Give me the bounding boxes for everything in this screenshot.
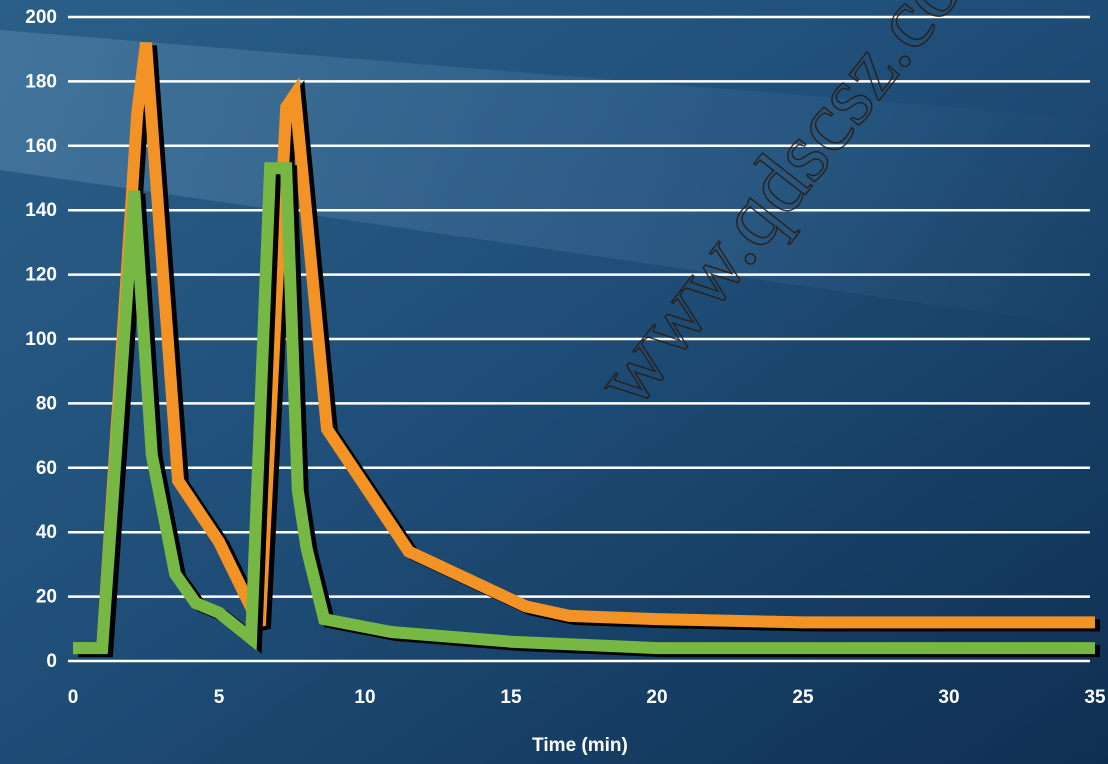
x-axis-label: Time (min): [532, 735, 628, 756]
x-tick-label: 35: [1084, 687, 1106, 708]
y-tick-label: 20: [36, 587, 57, 608]
x-tick-label: 0: [68, 687, 79, 708]
x-tick-label: 30: [938, 687, 959, 708]
y-tick-label: 40: [36, 522, 57, 543]
y-tick-label: 140: [25, 200, 57, 221]
x-tick-label: 10: [354, 687, 375, 708]
y-tick-label: 180: [25, 71, 57, 92]
y-tick-label: 60: [36, 458, 57, 479]
x-tick-label: 5: [214, 687, 225, 708]
y-tick-label: 160: [25, 136, 57, 157]
x-tick-label: 15: [500, 687, 522, 708]
y-tick-label: 0: [46, 651, 57, 672]
x-tick-label: 20: [646, 687, 667, 708]
chart: www.qdscsz.com Time (min) 02040608010012…: [0, 0, 1108, 764]
y-tick-label: 80: [36, 393, 57, 414]
y-tick-label: 120: [25, 265, 57, 286]
y-tick-label: 200: [25, 7, 57, 28]
x-tick-label: 25: [792, 687, 814, 708]
y-tick-label: 100: [25, 329, 57, 350]
